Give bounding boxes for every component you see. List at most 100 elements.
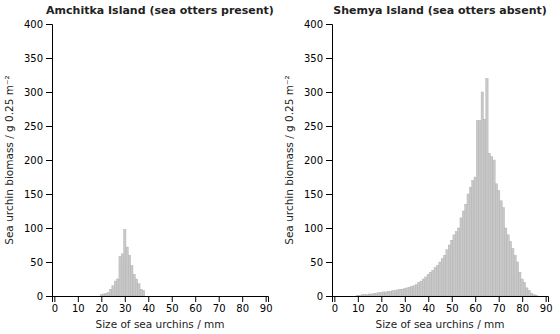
bar: [472, 180, 474, 296]
x-tick-label: 90: [540, 303, 553, 314]
bar: [397, 290, 399, 296]
x-tick: 80: [516, 296, 529, 314]
x-tick: 40: [142, 296, 155, 314]
bar: [425, 277, 427, 296]
x-tick-label: 20: [375, 303, 388, 314]
bar: [357, 295, 359, 296]
x-tick-label: 50: [446, 303, 459, 314]
y-tick: 200: [24, 155, 52, 166]
x-tick-label: 70: [213, 303, 226, 314]
y-tick: 250: [24, 121, 52, 132]
bar: [481, 92, 483, 296]
y-tick-mark: [326, 262, 332, 263]
bar: [100, 295, 102, 296]
x-tick: 90: [260, 296, 273, 314]
y-tick-label: 50: [310, 257, 323, 268]
bars: [357, 78, 538, 296]
bar: [361, 295, 363, 296]
y-tick-mark: [46, 24, 52, 25]
bar: [131, 265, 133, 296]
y-tick-mark: [46, 58, 52, 59]
x-tick: 0: [52, 296, 58, 314]
y-axis-title: Sea urchin biomass / g 0.25 m⁻²: [283, 75, 295, 245]
figure: 0102030405060708090050100150200250300350…: [0, 0, 560, 334]
y-tick-mark: [46, 92, 52, 93]
x-tick: 70: [213, 296, 226, 314]
bar: [112, 286, 114, 296]
bar: [526, 288, 528, 296]
bar: [133, 274, 135, 296]
x-tick: 10: [352, 296, 365, 314]
y-tick-mark: [326, 160, 332, 161]
x-tick-mark: [172, 296, 173, 302]
bar: [404, 289, 406, 296]
y-tick: 300: [24, 87, 52, 98]
bar: [446, 250, 448, 296]
bar: [107, 293, 109, 296]
y-tick-mark: [326, 126, 332, 127]
y-tick-label: 200: [24, 155, 43, 166]
x-tick-mark: [219, 296, 220, 302]
bar: [490, 157, 492, 296]
x-tick: 60: [189, 296, 202, 314]
x-tick-label: 10: [72, 303, 85, 314]
bar: [359, 295, 361, 296]
x-tick: 40: [422, 296, 435, 314]
bar: [502, 208, 504, 296]
x-axis: 0 10 20 30 40 50 60 70 80 90: [332, 296, 553, 314]
bar: [114, 281, 116, 296]
bar: [408, 287, 410, 296]
x-tick-mark: [266, 296, 267, 302]
bar: [415, 284, 417, 296]
x-tick: 60: [469, 296, 482, 314]
plot-area: 0102030405060708090050100150200250300350…: [304, 19, 553, 314]
bar: [105, 293, 107, 296]
bar: [528, 291, 530, 296]
y-tick-label: 350: [304, 53, 323, 64]
x-tick-label: 30: [399, 303, 412, 314]
y-tick-label: 50: [30, 257, 43, 268]
x-tick-label: 70: [493, 303, 506, 314]
bar: [422, 279, 424, 296]
y-axis: 050100150200250300350400: [304, 19, 333, 302]
x-tick: 90: [540, 296, 553, 314]
panel: 0102030405060708090050100150200250300350…: [283, 4, 553, 330]
bar: [385, 292, 387, 296]
y-axis-title: Sea urchin biomass / g 0.25 m⁻²: [3, 75, 15, 245]
y-tick-label: 300: [24, 87, 43, 98]
y-tick: 50: [310, 257, 332, 268]
y-axis-line: [326, 25, 333, 297]
bar: [436, 265, 438, 296]
x-tick-mark: [381, 296, 382, 302]
bar: [467, 194, 469, 296]
title: Amchitka Island (sea otters present): [46, 4, 274, 17]
x-tick: 0: [332, 296, 338, 314]
y-tick-mark: [46, 228, 52, 229]
y-tick-mark: [326, 194, 332, 195]
x-tick-label: 60: [189, 303, 202, 314]
y-tick-mark: [46, 126, 52, 127]
x-tick-label: 30: [119, 303, 132, 314]
bar: [373, 293, 375, 296]
bar: [138, 284, 140, 296]
y-tick-mark: [46, 296, 52, 297]
x-tick-mark: [242, 296, 243, 302]
bar: [535, 295, 537, 296]
bar: [516, 262, 518, 296]
bar: [124, 229, 126, 296]
y-tick-mark: [326, 92, 332, 93]
y-tick-label: 300: [304, 87, 323, 98]
bar: [394, 291, 396, 296]
bar: [458, 228, 460, 296]
bar: [399, 289, 401, 296]
x-tick-mark: [546, 296, 547, 302]
bar: [142, 291, 144, 296]
bar: [418, 282, 420, 296]
y-tick-mark: [326, 228, 332, 229]
bar: [432, 270, 434, 296]
x-tick-mark: [195, 296, 196, 302]
bar: [512, 248, 514, 296]
bar: [441, 259, 443, 296]
y-tick-mark: [326, 24, 332, 25]
panel: 0102030405060708090050100150200250300350…: [3, 4, 274, 330]
